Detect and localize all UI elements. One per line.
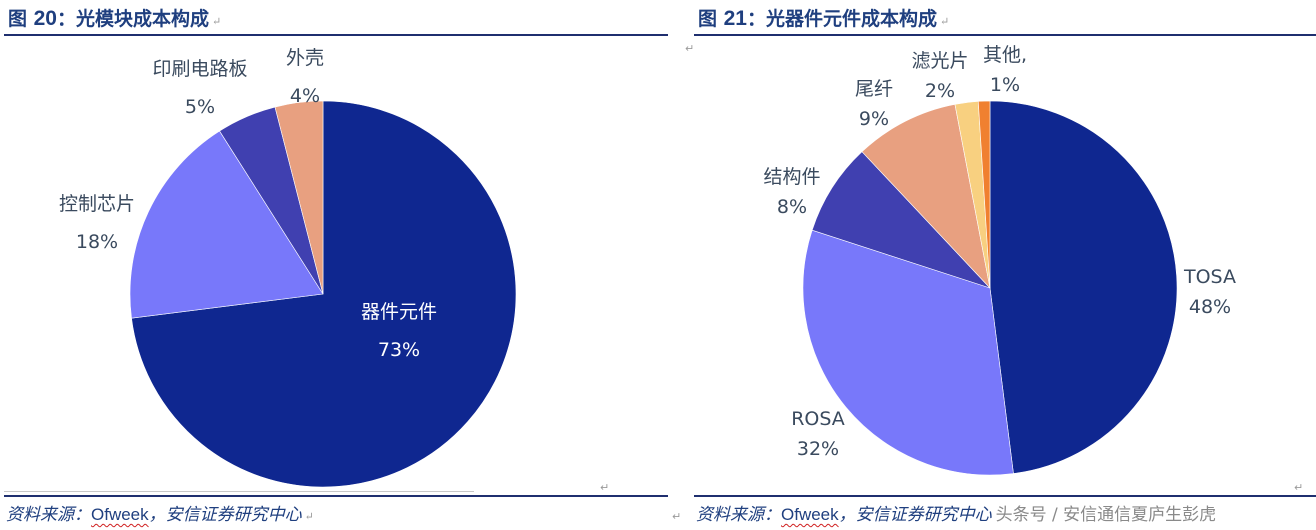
figure-20-title: 图 20：光模块成本构成 ↵: [8, 4, 221, 31]
source-brand-ofweek: Ofweek: [91, 505, 149, 524]
pie2-label-structural: 结构件 8%: [763, 166, 821, 218]
pie-slice-0: [131, 100, 517, 488]
figure-20-title-number: 20: [33, 7, 57, 30]
chart-frame-bottom: [4, 491, 474, 492]
figure-21-source: 资料来源：Ofweek，安信证券研究中心 头条号 / 安信通信夏庐生彭虎: [696, 505, 1217, 525]
pie-slice-3: [861, 103, 991, 289]
paragraph-mark-icon: ↵: [672, 510, 682, 523]
pie1-label-pcb: 印刷电路板 5%: [152, 58, 248, 118]
figure-21-title-prefix: 图: [698, 8, 724, 30]
figure-20-source: 资料来源：Ofweek，安信证券研究中心 ↵: [6, 505, 314, 525]
pie-slice-0: [989, 100, 1178, 474]
paragraph-mark-icon: ↵: [1294, 481, 1304, 494]
pie1-label-control-chip: 控制芯片 18%: [58, 193, 135, 253]
pie1-label-devices: 器件元件 73%: [360, 301, 437, 361]
pie2-label-pigtail: 尾纤 9%: [854, 78, 893, 130]
figure-20-title-prefix: 图: [8, 8, 34, 30]
figure-21-title-rule: [694, 34, 1316, 36]
figure-21-pie-chart: [802, 100, 1178, 476]
figure-20-panel: 图 20：光模块成本构成 ↵ 器件元件 73% 控制芯片 18% 印刷电路板 5% 外壳…: [4, 4, 668, 525]
pie-slice-1: [802, 229, 1014, 476]
figure-20-pie-chart: [129, 100, 517, 488]
figure-20-title-rule: [4, 34, 668, 36]
figure-20-source-rule: [4, 495, 668, 497]
pie-slice-5: [977, 100, 991, 289]
pie-slice-1: [129, 130, 324, 319]
figure-20-title-text: ：光模块成本构成: [56, 8, 209, 30]
pie2-label-rosa: ROSA 32%: [791, 408, 845, 460]
figure-21-source-rule: [694, 495, 1316, 497]
pie2-label-filter: 滤光片 2%: [911, 50, 969, 102]
paragraph-mark-icon: ↵: [940, 15, 950, 28]
figure-21-title: 图 21：光器件元件成本构成 ↵: [698, 4, 949, 31]
pie2-label-other: 其他, 1%: [982, 44, 1028, 96]
figure-21-title-text: ：光器件元件成本构成: [746, 8, 937, 30]
figure-21-panel: 图 21：光器件元件成本构成 ↵ TOSA 48% ROSA 32% 结构件 8% 尾纤…: [690, 0, 1316, 530]
paragraph-mark-icon: ↵: [600, 481, 610, 494]
figure-21-title-number: 21: [723, 7, 747, 30]
figure-21-pie-slices: [802, 100, 1178, 476]
pie1-label-housing: 外壳 4%: [285, 47, 324, 107]
watermark: 头条号 / 安信通信夏庐生彭虎: [995, 505, 1217, 525]
pie2-label-tosa: TOSA 48%: [1184, 266, 1236, 318]
source-brand-ofweek: Ofweek: [781, 505, 839, 524]
paragraph-mark-icon: ↵: [685, 42, 695, 55]
pie-slice-3: [274, 100, 324, 295]
pie-slice-2: [811, 151, 991, 289]
paragraph-mark-icon: ↵: [212, 15, 222, 28]
figure-20-pie-slices: [129, 100, 517, 488]
paragraph-mark-icon: ↵: [304, 510, 314, 523]
